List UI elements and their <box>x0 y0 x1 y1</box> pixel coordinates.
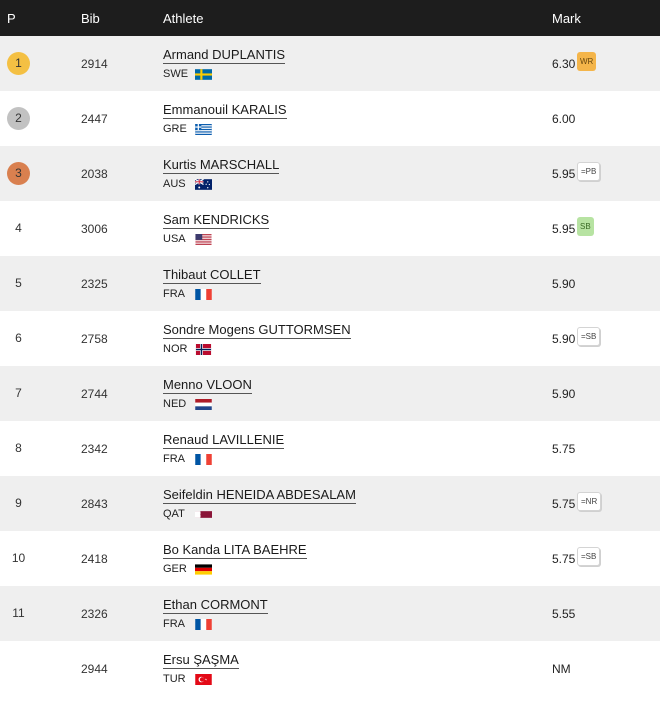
table-row: 2 2447 Emmanouil KARALIS GRE 6.00 <box>0 91 660 146</box>
record-badge: =NR <box>577 492 602 511</box>
mark-cell: 6.30 <box>552 57 576 71</box>
header-mark: Mark <box>552 11 581 26</box>
flag-fra-icon <box>195 619 212 630</box>
mark-cell: NM <box>552 662 571 676</box>
athlete-name-link[interactable]: Sam KENDRICKS <box>163 212 270 229</box>
athlete-name-link[interactable]: Armand DUPLANTIS <box>163 47 286 64</box>
bib-cell: 3006 <box>81 222 108 236</box>
gold-medal-badge: 1 <box>7 52 30 75</box>
bib-cell: 2418 <box>81 552 108 566</box>
country-code: GER <box>163 563 187 575</box>
athlete-name-link[interactable]: Thibaut COLLET <box>163 267 261 284</box>
athlete-name-link[interactable]: Ethan CORMONT <box>163 597 268 614</box>
mark-cell: 5.75 <box>552 497 576 511</box>
table-row: 3 2038 Kurtis MARSCHALL AUS 5.95 =PB <box>0 146 660 201</box>
header-position: P <box>7 11 16 26</box>
country-code: NOR <box>163 343 188 355</box>
table-row: 9 2843 Seifeldin HENEIDA ABDESALAM QAT 5.75 =… <box>0 476 660 531</box>
mark-cell: 5.95 <box>552 222 576 236</box>
table-row: 5 2325 Thibaut COLLET FRA 5.90 <box>0 256 660 311</box>
mark-cell: 5.90 <box>552 277 576 291</box>
bib-cell: 2758 <box>81 332 108 346</box>
flag-usa-icon <box>195 234 212 245</box>
mark-cell: 5.90 <box>552 332 576 346</box>
mark-cell: 5.75 <box>552 552 576 566</box>
flag-qat-icon <box>195 509 212 520</box>
flag-tur-icon <box>195 674 212 685</box>
athlete-name-link[interactable]: Kurtis MARSCHALL <box>163 157 280 174</box>
bib-cell: 2914 <box>81 57 108 71</box>
bib-cell: 2944 <box>81 662 108 676</box>
athlete-name-link[interactable]: Renaud LAVILLENIE <box>163 432 285 449</box>
bib-cell: 2038 <box>81 167 108 181</box>
flag-ger-icon <box>195 564 212 575</box>
athlete-name-link[interactable]: Seifeldin HENEIDA ABDESALAM <box>163 487 356 504</box>
flag-ned-icon <box>195 399 212 410</box>
bib-cell: 2744 <box>81 387 108 401</box>
flag-gre-icon <box>195 124 212 135</box>
flag-swe-icon <box>195 69 212 80</box>
flag-fra-icon <box>195 289 212 300</box>
country-code: TUR <box>163 673 186 685</box>
mark-cell: 5.75 <box>552 442 576 456</box>
country-code: QAT <box>163 508 185 520</box>
flag-fra-icon <box>195 454 212 465</box>
table-row: 11 2326 Ethan CORMONT FRA 5.55 <box>0 586 660 641</box>
country-code: GRE <box>163 123 187 135</box>
table-row: 6 2758 Sondre Mogens GUTTORMSEN NOR 5.90 =SB <box>0 311 660 366</box>
country-code: NED <box>163 398 187 410</box>
record-badge: =SB <box>577 327 601 346</box>
bib-cell: 2843 <box>81 497 108 511</box>
bib-cell: 2342 <box>81 442 108 456</box>
header-athlete: Athlete <box>163 11 204 26</box>
table-row: 2944 Ersu ŞAŞMA TUR NM <box>0 641 660 698</box>
country-code: FRA <box>163 288 185 300</box>
position-cell: 6 <box>15 331 22 345</box>
athlete-name-link[interactable]: Ersu ŞAŞMA <box>163 652 239 669</box>
record-badge: =PB <box>577 162 601 181</box>
table-row: 10 2418 Bo Kanda LITA BAEHRE GER 5.75 =SB <box>0 531 660 586</box>
position-cell <box>7 657 30 680</box>
country-code: USA <box>163 233 186 245</box>
athlete-name-link[interactable]: Bo Kanda LITA BAEHRE <box>163 542 307 559</box>
bib-cell: 2447 <box>81 112 108 126</box>
country-code: AUS <box>163 178 186 190</box>
mark-cell: 5.95 <box>552 167 576 181</box>
athlete-name-link[interactable]: Menno VLOON <box>163 377 252 394</box>
table-row: 4 3006 Sam KENDRICKS USA 5.95 SB <box>0 201 660 256</box>
athlete-name-link[interactable]: Sondre Mogens GUTTORMSEN <box>163 322 351 339</box>
country-code: FRA <box>163 618 185 630</box>
silver-medal-badge: 2 <box>7 107 30 130</box>
record-badge: =SB <box>577 547 601 566</box>
table-row: 1 2914 Armand DUPLANTIS SWE 6.30 WR <box>0 36 660 91</box>
mark-cell: 6.00 <box>552 112 576 126</box>
record-badge: WR <box>577 52 597 71</box>
position-cell: 9 <box>15 496 22 510</box>
flag-nor-icon <box>195 344 212 355</box>
mark-cell: 5.55 <box>552 607 576 621</box>
table-row: 7 2744 Menno VLOON NED 5.90 <box>0 366 660 421</box>
table-body: 1 2914 Armand DUPLANTIS SWE 6.30 WR 2 2447 Emman… <box>0 36 660 698</box>
athlete-name-link[interactable]: Emmanouil KARALIS <box>163 102 287 119</box>
position-cell: 10 <box>11 551 26 565</box>
country-code: FRA <box>163 453 185 465</box>
bronze-medal-badge: 3 <box>7 162 30 185</box>
mark-cell: 5.90 <box>552 387 576 401</box>
header-bib: Bib <box>81 11 100 26</box>
table-header: P Bib Athlete Mark <box>0 0 660 36</box>
flag-aus-icon <box>195 179 212 190</box>
position-cell: 4 <box>15 221 22 235</box>
bib-cell: 2325 <box>81 277 108 291</box>
country-code: SWE <box>163 68 189 80</box>
position-cell: 7 <box>15 386 22 400</box>
position-cell: 11 <box>12 606 25 620</box>
position-cell: 8 <box>15 441 22 455</box>
record-badge: SB <box>577 217 594 236</box>
position-cell: 5 <box>15 276 22 290</box>
bib-cell: 2326 <box>81 607 108 621</box>
table-row: 8 2342 Renaud LAVILLENIE FRA 5.75 <box>0 421 660 476</box>
